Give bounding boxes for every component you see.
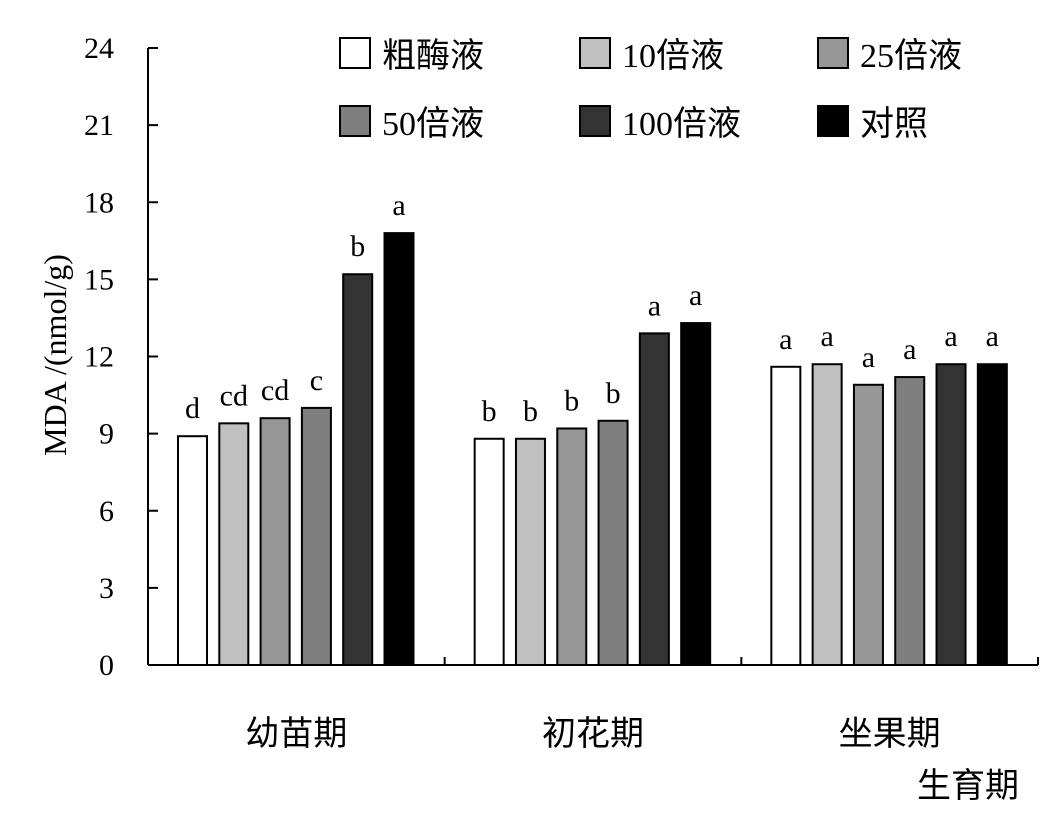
bar-100倍液-坐果期: [935, 363, 967, 666]
significance-letter: b: [606, 377, 621, 410]
bars-layer: [177, 232, 1008, 667]
bar-10倍液-初花期: [514, 437, 546, 666]
x-axis-label: 生育期: [917, 767, 1019, 805]
significance-letter: cd: [261, 374, 289, 407]
y-tick-label: 15: [84, 263, 114, 296]
bar-粗酶液-初花期: [473, 437, 505, 666]
significance-letter: b: [482, 395, 497, 428]
y-tick-label: 9: [99, 418, 114, 451]
bar-粗酶液-幼苗期: [177, 435, 208, 666]
legend-label: 10倍液: [622, 37, 724, 75]
significance-letter: a: [779, 323, 792, 356]
legend-label: 对照: [860, 105, 928, 143]
bar-25倍液-幼苗期: [259, 417, 291, 667]
significance-letter: b: [564, 384, 579, 417]
bar-粗酶液-坐果期: [770, 365, 802, 666]
significance-letter: a: [862, 341, 875, 374]
y-tick-label: 6: [99, 495, 114, 528]
legend-swatch: [817, 37, 849, 69]
x-category-label: 初花期: [542, 715, 644, 753]
significance-letter: b: [350, 230, 365, 263]
significance-letter: a: [944, 320, 957, 353]
significance-letter: a: [648, 289, 661, 322]
significance-letter: a: [689, 279, 702, 312]
x-category-label: 幼苗期: [245, 715, 347, 753]
legend-swatch: [339, 105, 371, 137]
y-axis-label: MDA /(nmol/g): [37, 254, 73, 456]
legend-label: 100倍液: [622, 105, 741, 143]
bar-对照-坐果期: [976, 363, 1008, 666]
legend-swatch: [579, 37, 611, 69]
bar-对照-幼苗期: [383, 232, 415, 666]
y-tick-label: 18: [84, 186, 114, 219]
significance-letter: a: [903, 333, 916, 366]
bar-10倍液-幼苗期: [218, 422, 250, 667]
legend-label: 粗酶液: [382, 37, 484, 75]
significance-letter: a: [986, 320, 999, 353]
y-tick-label: 3: [99, 572, 114, 605]
y-tick-label: 0: [99, 649, 114, 682]
bar-50倍液-坐果期: [894, 376, 926, 666]
bar-100倍液-初花期: [638, 332, 670, 666]
bar-50倍液-幼苗期: [300, 406, 332, 666]
legend-label: 50倍液: [382, 105, 484, 143]
legend: 粗酶液 10倍液 25倍液 50倍液 100倍液 对照: [339, 37, 962, 143]
bar-10倍液-坐果期: [811, 363, 843, 666]
significance-letter: a: [820, 320, 833, 353]
significance-letter: c: [310, 364, 323, 397]
legend-swatch: [817, 105, 849, 137]
bar-50倍液-初花期: [597, 419, 629, 667]
y-tick-label: 12: [84, 341, 114, 374]
y-tick-label: 24: [84, 32, 114, 65]
significance-letter: d: [185, 392, 200, 425]
significance-letter: cd: [220, 379, 248, 412]
x-category-label: 坐果期: [839, 716, 941, 753]
bar-25倍液-初花期: [556, 427, 588, 666]
y-tick-label: 21: [84, 109, 114, 142]
bar-对照-初花期: [680, 322, 712, 666]
legend-swatch: [339, 37, 371, 69]
axes-layer: 0 3 6 9 12 15 18 21 24 幼苗期 初花期 坐果期: [84, 32, 1039, 753]
legend-label: 25倍液: [860, 37, 962, 75]
bar-25倍液-坐果期: [852, 383, 884, 666]
significance-letter: b: [523, 395, 538, 428]
legend-swatch: [579, 105, 611, 137]
significance-letter: a: [392, 189, 405, 222]
bar-100倍液-幼苗期: [342, 273, 374, 666]
